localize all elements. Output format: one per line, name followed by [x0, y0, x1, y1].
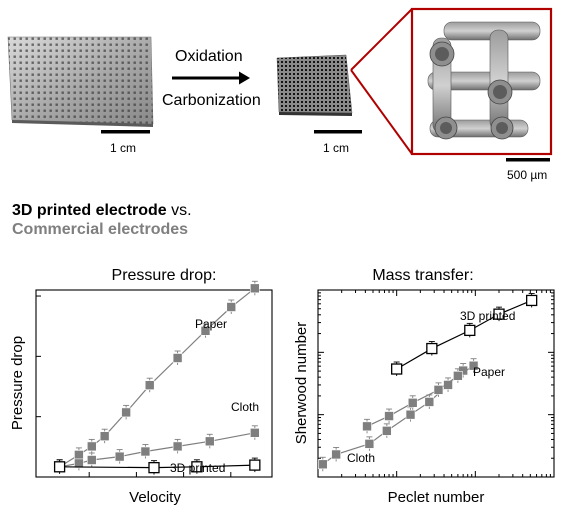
chart2-title: Mass transfer:: [372, 267, 473, 284]
data-point-cloth: [86, 455, 97, 465]
data-point-paper: [407, 398, 418, 408]
scale-label-right: 500 µm: [507, 168, 548, 182]
data-point-cloth: [204, 436, 215, 447]
chart1-marks: [53, 280, 261, 475]
data-point-paper: [99, 431, 110, 442]
data-point-3d-printed: [464, 324, 476, 337]
data-point-3d-printed: [249, 459, 261, 471]
sem-image: [410, 7, 553, 156]
data-point-paper: [433, 385, 444, 395]
chart2-ylabel: Sherwood number: [293, 322, 310, 445]
chart2-label-cloth: Cloth: [347, 451, 375, 465]
step-carbonization-label: Carbonization: [162, 92, 261, 109]
data-point-cloth: [364, 439, 375, 449]
data-point-paper: [200, 325, 211, 336]
scale-bar-left: [101, 130, 150, 134]
versus-label: vs.: [166, 202, 192, 219]
data-point-cloth: [331, 449, 341, 460]
scale-bar-mid: [314, 130, 362, 134]
chart1-label-paper: Paper: [195, 317, 227, 331]
data-point-paper: [362, 421, 372, 432]
data-point-3d-printed: [526, 294, 538, 307]
data-point-paper: [172, 353, 183, 363]
data-point-3d-printed: [53, 461, 66, 473]
chart1-ylabel: Pressure drop: [9, 336, 26, 430]
chart1-label-cloth: Cloth: [231, 400, 259, 414]
comparison-line-1: 3D printed electrode vs.: [12, 202, 192, 220]
chart2-ticks: [318, 290, 554, 477]
data-point-cloth: [250, 427, 260, 438]
chart2-frame: [317, 289, 555, 478]
data-point-cloth: [140, 446, 151, 457]
data-point-3d-printed: [391, 363, 403, 375]
commercial-electrodes-label: Commercial electrodes: [12, 221, 189, 238]
process-arrow: [172, 71, 250, 85]
data-point-cloth: [458, 365, 468, 376]
chart1-xlabel: Velocity: [129, 489, 181, 506]
data-point-cloth: [317, 459, 328, 470]
data-point-paper: [250, 283, 260, 294]
charts-area: Pressure drop: Velocity Pressure drop Pa…: [0, 255, 568, 516]
chart1-ticks: [36, 295, 232, 477]
data-point-cloth: [443, 380, 453, 390]
data-point-cloth: [424, 397, 435, 407]
data-point-cloth: [114, 451, 125, 462]
data-point-paper: [468, 360, 479, 371]
data-point-cloth: [405, 409, 416, 420]
data-point-paper: [453, 371, 463, 381]
step-oxidation-label: Oxidation: [175, 48, 243, 65]
process-svg: [7, 7, 553, 162]
series-line-paper: [59, 287, 256, 468]
series-line-3d-printed: [59, 464, 255, 469]
carbonized-lattice-image: [276, 54, 353, 116]
process-illustration: [0, 0, 568, 190]
data-point-paper: [86, 441, 97, 452]
scale-label-mid: 1 cm: [323, 141, 350, 155]
data-point-paper: [144, 380, 155, 391]
scale-label-left: 1 cm: [110, 141, 137, 155]
data-point-3d-printed: [493, 308, 505, 320]
chart2-xlabel: Peclet number: [388, 489, 485, 506]
data-point-paper: [121, 407, 131, 418]
scale-bar-right: [506, 158, 550, 162]
chart2-marks: [317, 292, 538, 472]
chart2-label-paper: Paper: [473, 365, 505, 379]
chart1-frame: [35, 289, 273, 478]
data-point-3d-printed: [191, 461, 203, 473]
data-point-paper: [226, 302, 237, 312]
chart1-label-3d: 3D printed: [170, 461, 225, 475]
data-point-paper: [384, 411, 394, 421]
charts-svg: Pressure drop: Velocity Pressure drop Pa…: [9, 267, 555, 506]
data-point-cloth: [382, 426, 392, 436]
data-point-3d-printed: [426, 342, 438, 355]
chart2-label-3d: 3D printed: [460, 309, 515, 323]
data-point-cloth: [172, 441, 183, 452]
printed-electrode-label: 3D printed electrode: [12, 202, 167, 219]
printed-lattice-image: [7, 36, 154, 127]
data-point-3d-printed: [148, 461, 160, 474]
data-point-cloth: [74, 458, 84, 469]
chart1-title: Pressure drop:: [112, 267, 217, 284]
